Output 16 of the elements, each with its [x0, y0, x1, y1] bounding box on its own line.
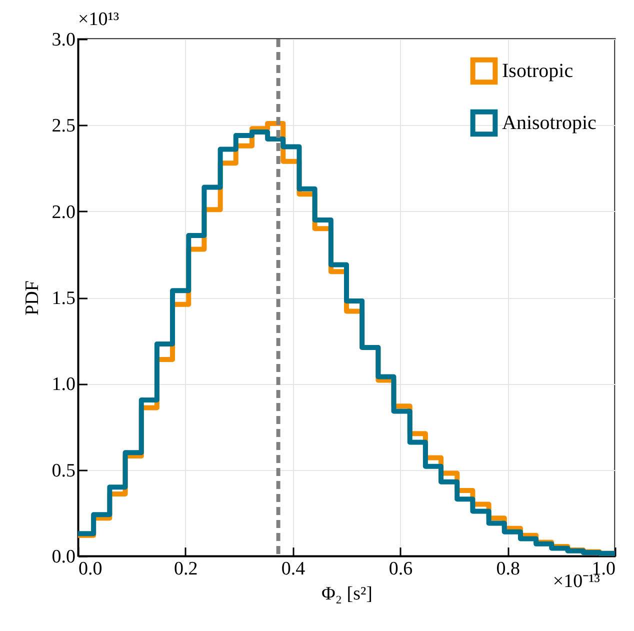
x-axis-title: Φ₂ [s²]	[321, 584, 373, 604]
x-tick-label: 0.6	[388, 558, 413, 580]
y-tick-label: 3.0	[52, 30, 76, 50]
y-tick-label: 1.5	[52, 288, 76, 309]
x-tick-label: 0.2	[174, 558, 198, 580]
y-tick-label: 1.0	[52, 374, 76, 396]
y-tick-label: 2.0	[52, 202, 76, 223]
y-axis-title: PDF	[22, 280, 43, 316]
y-tick-label: 2.5	[52, 116, 76, 137]
x-tick-label: 0.8	[496, 558, 520, 580]
text: ×10¹³	[78, 9, 120, 30]
x-tick-label: 0.4	[281, 558, 306, 580]
x-tick-label: 0.0	[78, 558, 102, 580]
y-tick-label: 0.5	[52, 460, 76, 482]
legend-label: Isotropic	[502, 60, 574, 82]
legend-label: Anisotropic	[502, 112, 597, 134]
